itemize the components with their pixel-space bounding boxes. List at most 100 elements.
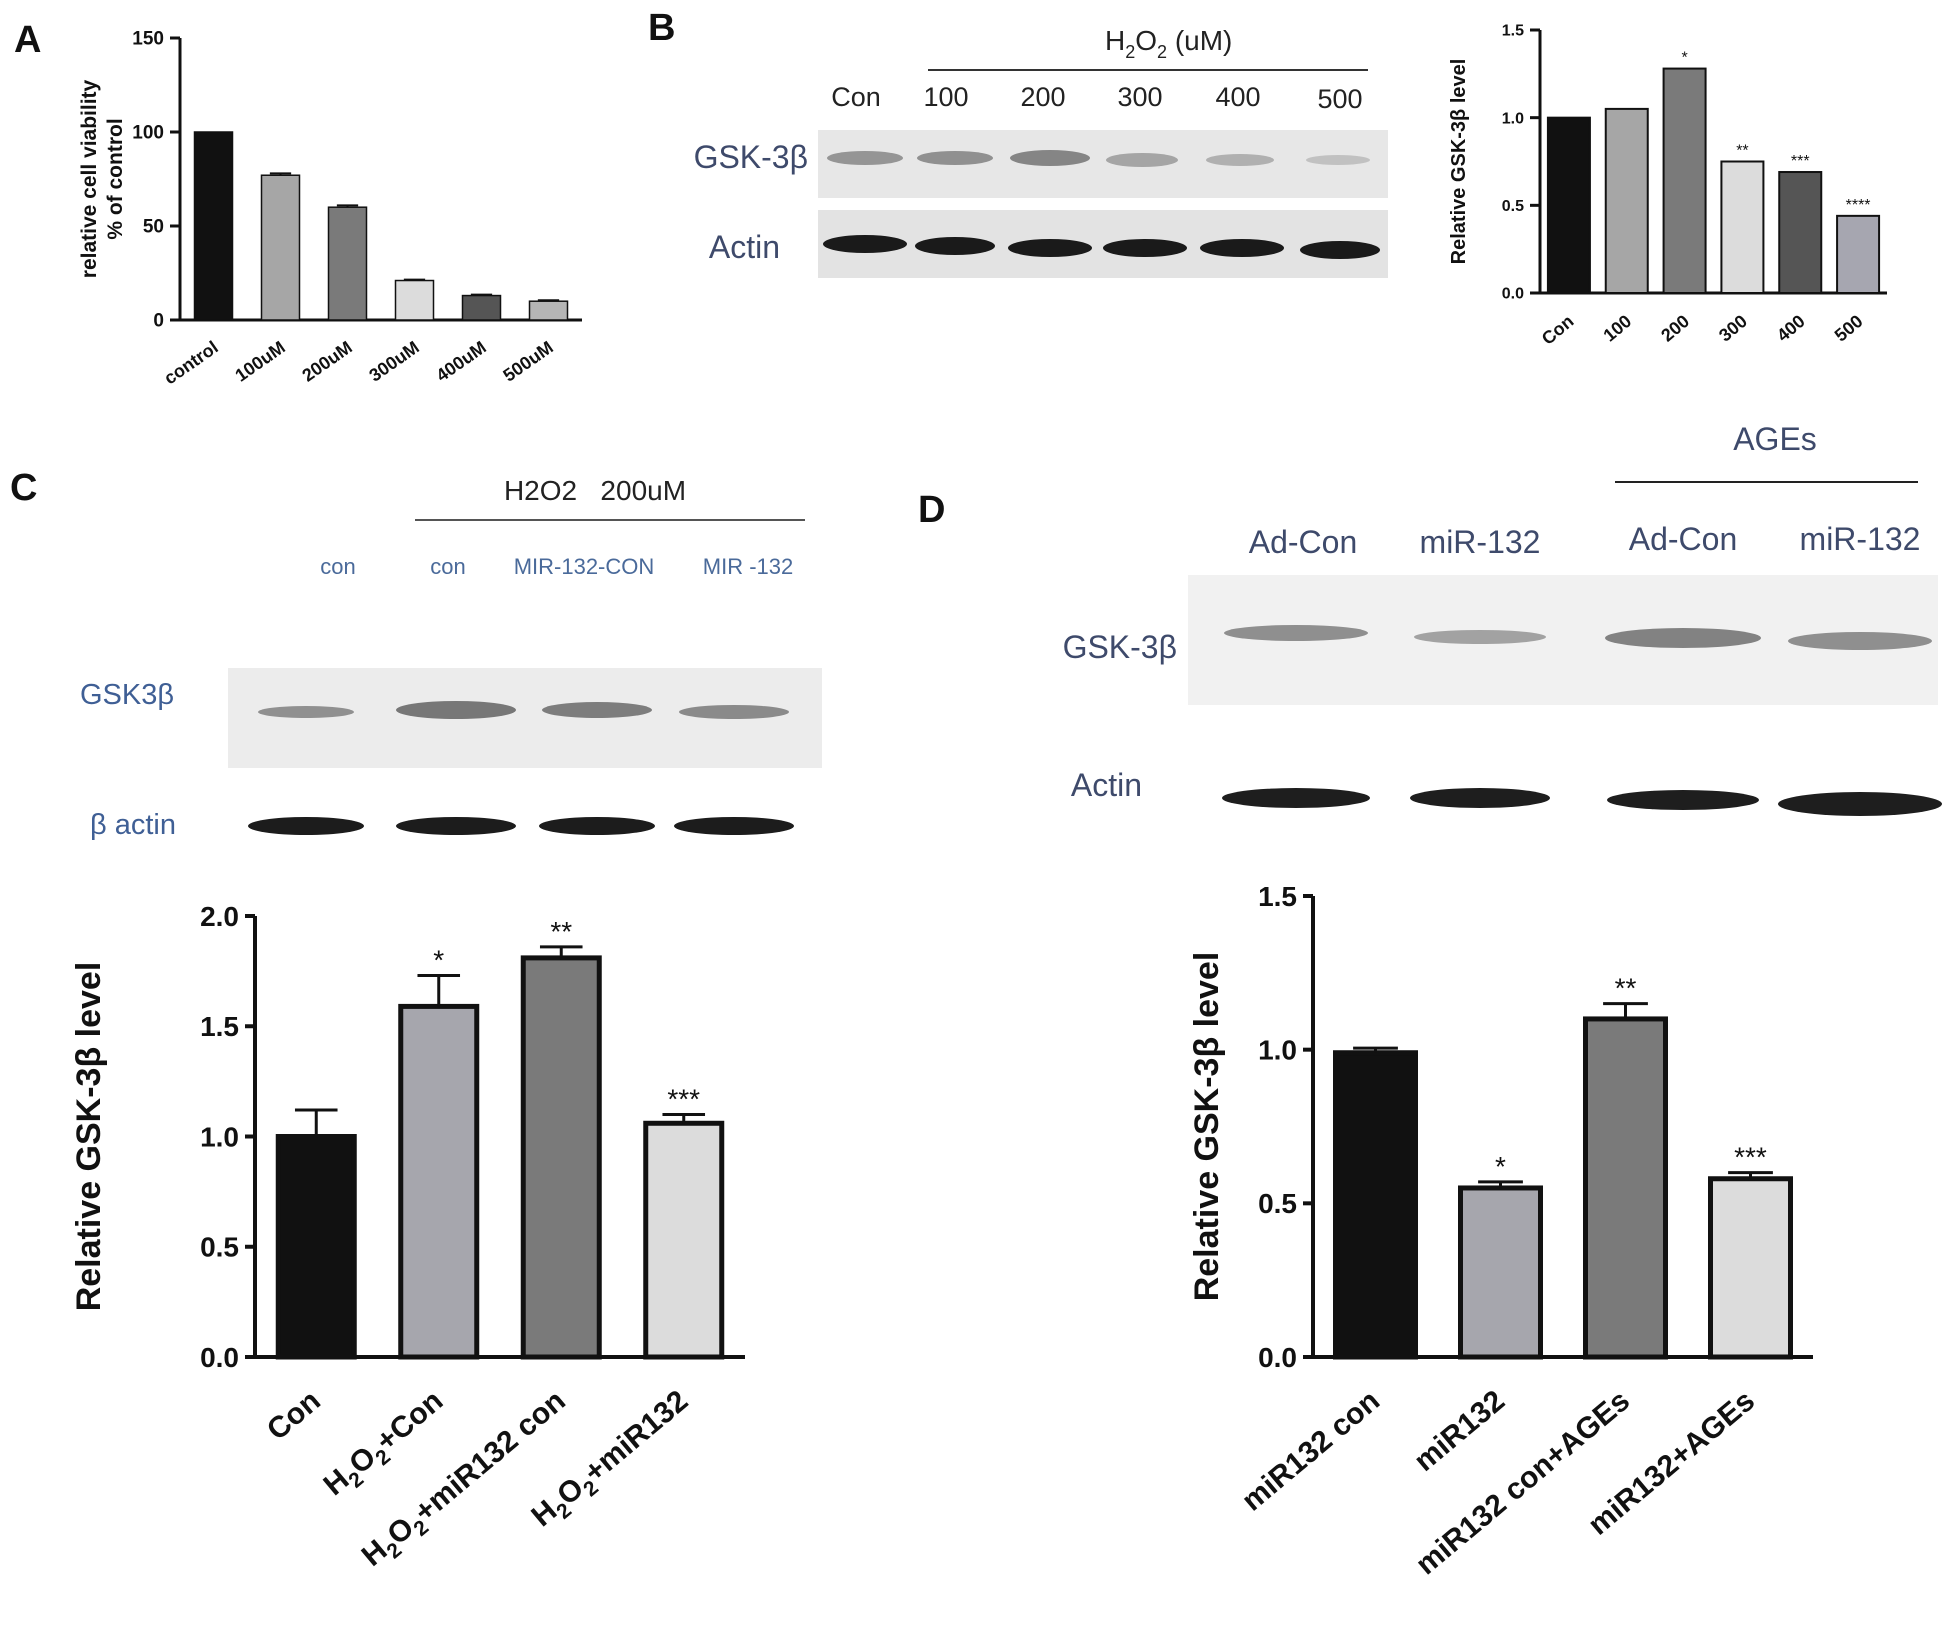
chart-c: 0.0 0.5 1.0 1.5 2.0 Relative GSK-3β level Con *… — [70, 901, 745, 1577]
blot-c-lane: MIR -132 — [703, 554, 793, 579]
y-axis-label: % of control — [104, 118, 127, 239]
x-tick-label: miR132 con — [1236, 1384, 1386, 1518]
y-tick-label: 100 — [132, 123, 164, 144]
y-tick-label: 0.0 — [200, 1342, 239, 1373]
x-tick-label: 400 — [1773, 311, 1809, 346]
y-tick-label: 1.5 — [200, 1011, 239, 1042]
x-tick-label: 500uM — [499, 337, 556, 386]
bar — [260, 174, 301, 321]
y-axis-label: Relative GSK-3β level — [70, 962, 108, 1312]
blot-c-lane: con — [430, 554, 465, 579]
blot-d-row-gsk: GSK-3β — [1063, 629, 1177, 665]
blot-d: AGEs Ad-Con miR-132 Ad-Con miR-132 GSK-3… — [1063, 421, 1942, 816]
blot-b-bands-gsk — [827, 150, 1370, 167]
blot-c-lane: MIR-132-CON — [514, 554, 655, 579]
bar — [398, 1003, 480, 1360]
blot-d-bands-actin — [1222, 788, 1942, 816]
panel-letter-a: A — [14, 19, 41, 61]
y-tick-label: 0 — [153, 311, 164, 332]
blot-d-row-actin: Actin — [1071, 767, 1142, 803]
x-tick-label: 500 — [1831, 311, 1867, 346]
bar — [1836, 214, 1881, 294]
y-axis-label: relative cell viability — [78, 79, 101, 278]
x-tick-label: 200 — [1657, 311, 1693, 346]
significance-label: **** — [1846, 197, 1871, 214]
blot-b-header: H2O2 (uM) — [1105, 25, 1232, 62]
x-tick-label: Con — [1538, 311, 1578, 349]
y-tick-label: 1.5 — [1502, 23, 1524, 40]
significance-label: ** — [1615, 973, 1637, 1004]
bar — [1778, 171, 1823, 295]
x-tick-label: 100 — [1599, 311, 1635, 346]
blot-c-bands-actin — [248, 817, 794, 835]
x-tick-label: 300uM — [365, 337, 422, 386]
blot-b-lane: 500 — [1317, 84, 1362, 114]
x-tick-label: 300 — [1715, 311, 1751, 346]
bar — [1662, 67, 1707, 294]
bar — [1546, 116, 1591, 294]
blot-b-membrane-actin — [818, 210, 1388, 278]
blot-d-lane: Ad-Con — [1249, 524, 1358, 560]
y-axis-label: Relative GSK-3β level — [1188, 952, 1226, 1302]
y-tick-label: 1.0 — [200, 1121, 239, 1152]
blot-b-lane: Con — [831, 82, 881, 112]
y-tick-label: 1.0 — [1258, 1034, 1297, 1065]
bar — [193, 131, 234, 321]
bar — [461, 294, 502, 321]
y-tick-label: 150 — [132, 29, 164, 50]
bar — [1720, 160, 1765, 294]
blot-d-header: AGEs — [1733, 421, 1817, 457]
y-tick-label: 0.5 — [200, 1232, 239, 1263]
significance-label: *** — [1734, 1142, 1767, 1173]
bar — [1583, 1016, 1668, 1360]
blot-c-row-gsk: GSK3β — [80, 679, 174, 711]
significance-label: *** — [667, 1083, 700, 1114]
bar — [275, 1134, 357, 1360]
blot-d-bands-gsk — [1224, 625, 1932, 650]
x-tick-label: miR132 — [1408, 1384, 1511, 1478]
panel-letter-d: D — [918, 489, 945, 531]
bar — [394, 279, 435, 321]
blot-c-lane: con — [320, 554, 355, 579]
y-tick-label: 0.0 — [1502, 286, 1524, 303]
blot-b: H2O2 (uM) Con 100 200 300 400 500 GSK-3β… — [694, 25, 1388, 278]
blot-c-bands-gsk — [258, 701, 789, 719]
chart-d: 0.0 0.5 1.0 1.5 Relative GSK-3β level miR132 … — [1188, 881, 1813, 1581]
blot-c-header: H2O2 200uM — [504, 475, 686, 506]
panel-letter-b: B — [648, 7, 675, 49]
x-tick-label: Con — [261, 1384, 327, 1447]
bar — [1604, 107, 1649, 295]
significance-label: * — [1495, 1151, 1506, 1182]
significance-label: ** — [1736, 143, 1748, 160]
bar — [528, 300, 569, 321]
blot-c: H2O2 200uM con con MIR-132-CON MIR -132 … — [80, 475, 822, 841]
blot-b-lane: 400 — [1215, 82, 1260, 112]
bar — [1708, 1176, 1793, 1360]
bar — [520, 955, 602, 1360]
y-tick-label: 2.0 — [200, 901, 239, 932]
blot-b-lane: 100 — [923, 82, 968, 112]
significance-label: * — [433, 945, 444, 976]
blot-b-membrane-gsk — [818, 130, 1388, 198]
chart-b: 0.0 0.5 1.0 1.5 Relative GSK-3β level Con 100 *… — [1448, 23, 1887, 349]
bar — [643, 1120, 725, 1360]
y-axis-label: Relative GSK-3β level — [1448, 59, 1470, 265]
blot-c-row-actin: β actin — [90, 809, 176, 841]
bar — [327, 206, 368, 321]
significance-label: * — [1681, 50, 1687, 67]
x-tick-label: control — [160, 337, 221, 388]
blot-b-row-actin: Actin — [709, 229, 780, 265]
x-tick-label: H2O2+miR132 con — [356, 1384, 576, 1577]
bar — [1458, 1185, 1543, 1360]
y-tick-label: 50 — [143, 217, 164, 238]
panel-letter-c: C — [10, 467, 37, 509]
significance-label: *** — [1791, 153, 1810, 170]
x-tick-label: 400uM — [432, 337, 489, 386]
x-tick-label: miR132 con+AGEs — [1410, 1384, 1636, 1581]
chart-a: 0 50 100 150 relative cell viability% of con… — [78, 29, 582, 388]
y-tick-label: 1.0 — [1502, 110, 1524, 127]
blot-d-lane: miR-132 — [1800, 521, 1921, 557]
blot-b-lane: 300 — [1117, 82, 1162, 112]
significance-label: ** — [550, 916, 572, 947]
